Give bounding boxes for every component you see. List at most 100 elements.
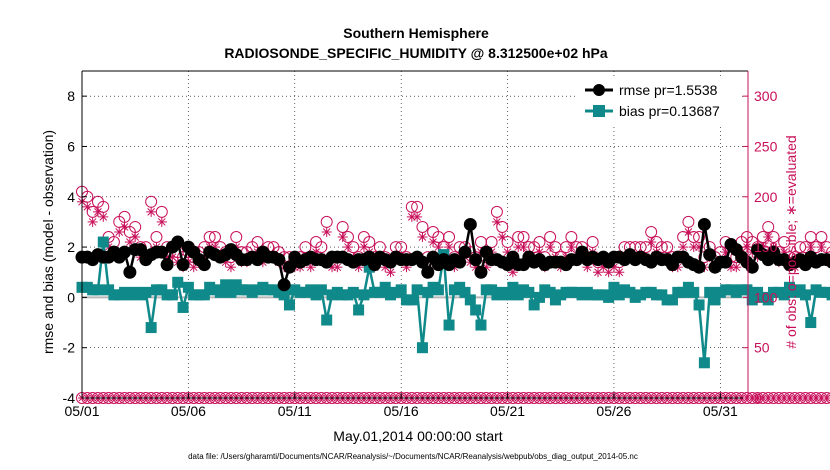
bias-point [688, 286, 700, 298]
asterisk-stroke [732, 263, 741, 272]
bias-point [379, 281, 391, 293]
bias-point [347, 286, 359, 298]
evaluated-point [417, 232, 428, 243]
bias-point [225, 286, 237, 298]
y-tick-label: 4 [67, 189, 75, 205]
possible-point [443, 231, 456, 244]
rmse-point [160, 258, 174, 272]
asterisk-stroke [610, 263, 618, 272]
bias-point [666, 294, 678, 306]
evaluated-point [321, 226, 332, 237]
asterisk-stroke [679, 243, 687, 251]
evaluated-point [763, 232, 774, 243]
asterisk-stroke [546, 243, 554, 251]
evaluated-point [566, 242, 577, 253]
rmse-point [697, 217, 711, 231]
x-tick-label: 05/16 [384, 403, 419, 419]
evaluated-point [731, 262, 742, 273]
bias-point [321, 314, 333, 326]
asterisk-stroke [94, 208, 102, 216]
evaluated-point [805, 242, 816, 253]
bias-point [533, 291, 545, 303]
asterisk-stroke [519, 243, 528, 251]
bias-point [278, 289, 290, 301]
y-tick-label: 2 [67, 239, 75, 255]
possible-point [490, 205, 503, 218]
bias-point [778, 289, 790, 301]
rmse-point [825, 256, 830, 269]
asterisk-stroke [322, 228, 331, 236]
rmse-point [453, 255, 467, 269]
possible-point [826, 246, 830, 258]
evaluated-point [545, 242, 556, 253]
rmse-point [463, 217, 477, 231]
bias-point [528, 299, 540, 311]
asterisk-stroke [567, 243, 576, 251]
asterisk-stroke [806, 243, 815, 251]
evaluated-point [518, 242, 529, 253]
y-tick-label: 6 [67, 138, 75, 154]
evaluated-point [497, 232, 508, 243]
evaluated-point [683, 226, 694, 237]
x-tick-label: 05/06 [171, 403, 206, 419]
possible-point [336, 220, 349, 233]
rmse-point [282, 260, 296, 274]
tick-labels: 05/01 05/06 05/11 05/16 05/21 05/26 05/31 -4 -2 0… [63, 88, 778, 419]
legend-rmse-marker [593, 84, 605, 96]
bottom-count-circle [826, 392, 830, 404]
asterisk-stroke [147, 208, 156, 216]
bias-point [198, 289, 210, 301]
y-axis-right-label: # of obs: o=possible; ∗=evaluated [783, 135, 799, 348]
bias-point [182, 281, 194, 293]
bias-point [92, 284, 104, 296]
rmse-point [719, 255, 733, 269]
y-tick-label: 8 [67, 88, 75, 104]
bias-point [502, 289, 514, 301]
possible-point [145, 195, 158, 208]
rmse-line [82, 224, 830, 290]
evaluated-point [385, 267, 396, 278]
evaluated-point [98, 211, 109, 222]
bias-point [507, 281, 519, 293]
rmse-point [474, 265, 488, 279]
bias-point [693, 299, 705, 311]
bias-point [166, 289, 178, 301]
bias-point [523, 286, 535, 298]
bias-point [608, 281, 620, 293]
asterisk-stroke [647, 238, 656, 246]
possible-point [565, 231, 578, 244]
bias-point [762, 294, 774, 306]
y-tick-label: 0 [67, 289, 75, 305]
rmse-point [134, 243, 148, 257]
bias-point [805, 317, 817, 329]
possible-point [762, 220, 775, 233]
chart-title: Southern Hemisphere [343, 25, 489, 41]
y-right-tick-label: 0 [754, 390, 762, 406]
bias-point [443, 319, 455, 331]
x-tick-label: 05/26 [596, 403, 631, 419]
rmse-point [272, 253, 286, 267]
bottom-count-asterisk [828, 394, 830, 402]
possible-point [150, 231, 163, 244]
evaluated-point [156, 216, 167, 227]
bias-point [459, 286, 471, 298]
bias-point [172, 276, 184, 288]
asterisk-stroke [498, 233, 507, 241]
x-tick-label: 05/11 [278, 403, 312, 419]
evaluated-point [342, 242, 353, 253]
asterisk-stroke [131, 233, 140, 241]
legend-rmse-label: rmse pr=1.5538 [619, 82, 718, 98]
rmse-point [469, 253, 483, 267]
asterisk-stroke [429, 238, 437, 246]
rmse-point [692, 260, 706, 274]
bias-point [145, 322, 157, 334]
asterisk-stroke [764, 233, 773, 241]
asterisk-stroke [684, 228, 693, 236]
bias-point [475, 319, 487, 331]
bias-point [416, 342, 428, 354]
asterisk-stroke [333, 263, 342, 272]
bias-point [411, 284, 423, 296]
y-right-tick-label: 100 [754, 289, 778, 305]
bias-point [406, 294, 418, 306]
